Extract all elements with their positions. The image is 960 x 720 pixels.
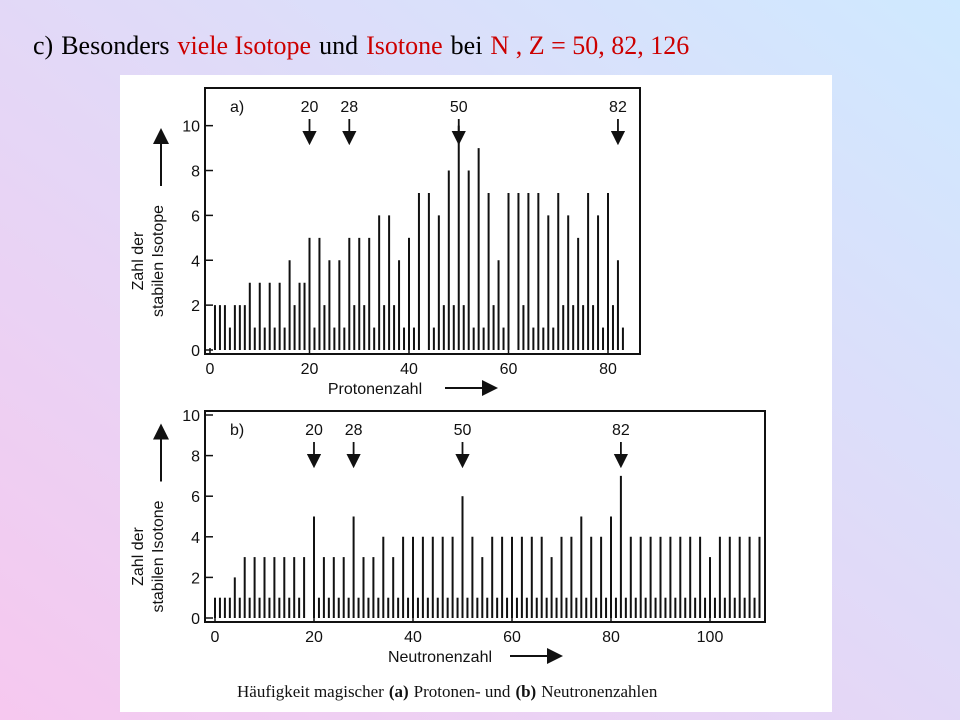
x-tick-label: 0 xyxy=(211,629,220,646)
x-tick-label: 40 xyxy=(400,361,418,378)
annotation-label: 50 xyxy=(450,99,468,116)
x-tick-label: 20 xyxy=(305,629,323,646)
y-tick-label: 10 xyxy=(182,408,200,425)
title-segment: Isotone xyxy=(366,31,443,60)
title-segment: c) xyxy=(33,31,53,60)
x-tick-label: 20 xyxy=(301,361,319,378)
title-segment: Besonders xyxy=(61,31,169,60)
title-segment: N , Z = 50, 82, 126 xyxy=(490,31,689,60)
x-axis-label: Neutronenzahl xyxy=(388,649,492,666)
y-tick-label: 8 xyxy=(191,449,200,466)
x-tick-label: 40 xyxy=(404,629,422,646)
figure-caption: Häufigkeit magischer (a) Protonen- und (b) N… xyxy=(237,682,658,701)
y-tick-label: 8 xyxy=(191,164,200,181)
y-tick-label: 6 xyxy=(191,208,200,225)
title-segment: bei xyxy=(451,31,483,60)
plot-frame xyxy=(204,87,641,355)
x-axis-label: Protonenzahl xyxy=(328,381,422,398)
x-tick-label: 80 xyxy=(599,361,617,378)
y-tick-label: 2 xyxy=(191,298,200,315)
y-axis-label: Zahl der xyxy=(130,526,147,585)
caption-segment: (b) xyxy=(515,682,536,701)
plot-frame xyxy=(204,410,766,623)
y-tick-label: 0 xyxy=(191,611,200,628)
panel-label: a) xyxy=(230,99,244,116)
x-tick-label: 0 xyxy=(206,361,215,378)
caption-segment: Protonen- und xyxy=(414,682,511,701)
title-segment: und xyxy=(319,31,358,60)
annotation-label: 82 xyxy=(609,99,627,116)
annotation-label: 82 xyxy=(612,422,630,439)
caption-segment: Neutronenzahlen xyxy=(541,682,658,701)
panel-label: b) xyxy=(230,422,244,439)
annotation-label: 20 xyxy=(301,99,319,116)
annotation-label: 20 xyxy=(305,422,323,439)
y-tick-label: 2 xyxy=(191,570,200,587)
x-tick-label: 60 xyxy=(503,629,521,646)
y-tick-label: 4 xyxy=(191,530,200,547)
y-tick-label: 10 xyxy=(182,119,200,136)
x-tick-label: 100 xyxy=(697,629,724,646)
caption-segment: (a) xyxy=(389,682,409,701)
y-tick-label: 6 xyxy=(191,489,200,506)
y-axis-label: Zahl der xyxy=(130,231,147,290)
slide-title: c) Besonders viele Isotope und Isotone bei N ,… xyxy=(33,31,689,60)
y-tick-label: 4 xyxy=(191,253,200,270)
y-axis-label: stabilen Isotone xyxy=(150,500,167,612)
caption-segment: Häufigkeit magischer xyxy=(237,682,384,701)
annotation-label: 28 xyxy=(345,422,363,439)
title-segment: viele Isotope xyxy=(178,31,312,60)
y-tick-label: 0 xyxy=(191,343,200,360)
figure-scan xyxy=(120,75,832,712)
x-tick-label: 80 xyxy=(602,629,620,646)
annotation-label: 28 xyxy=(340,99,358,116)
x-tick-label: 60 xyxy=(500,361,518,378)
y-axis-label: stabilen Isotope xyxy=(150,205,167,317)
annotation-label: 50 xyxy=(454,422,472,439)
